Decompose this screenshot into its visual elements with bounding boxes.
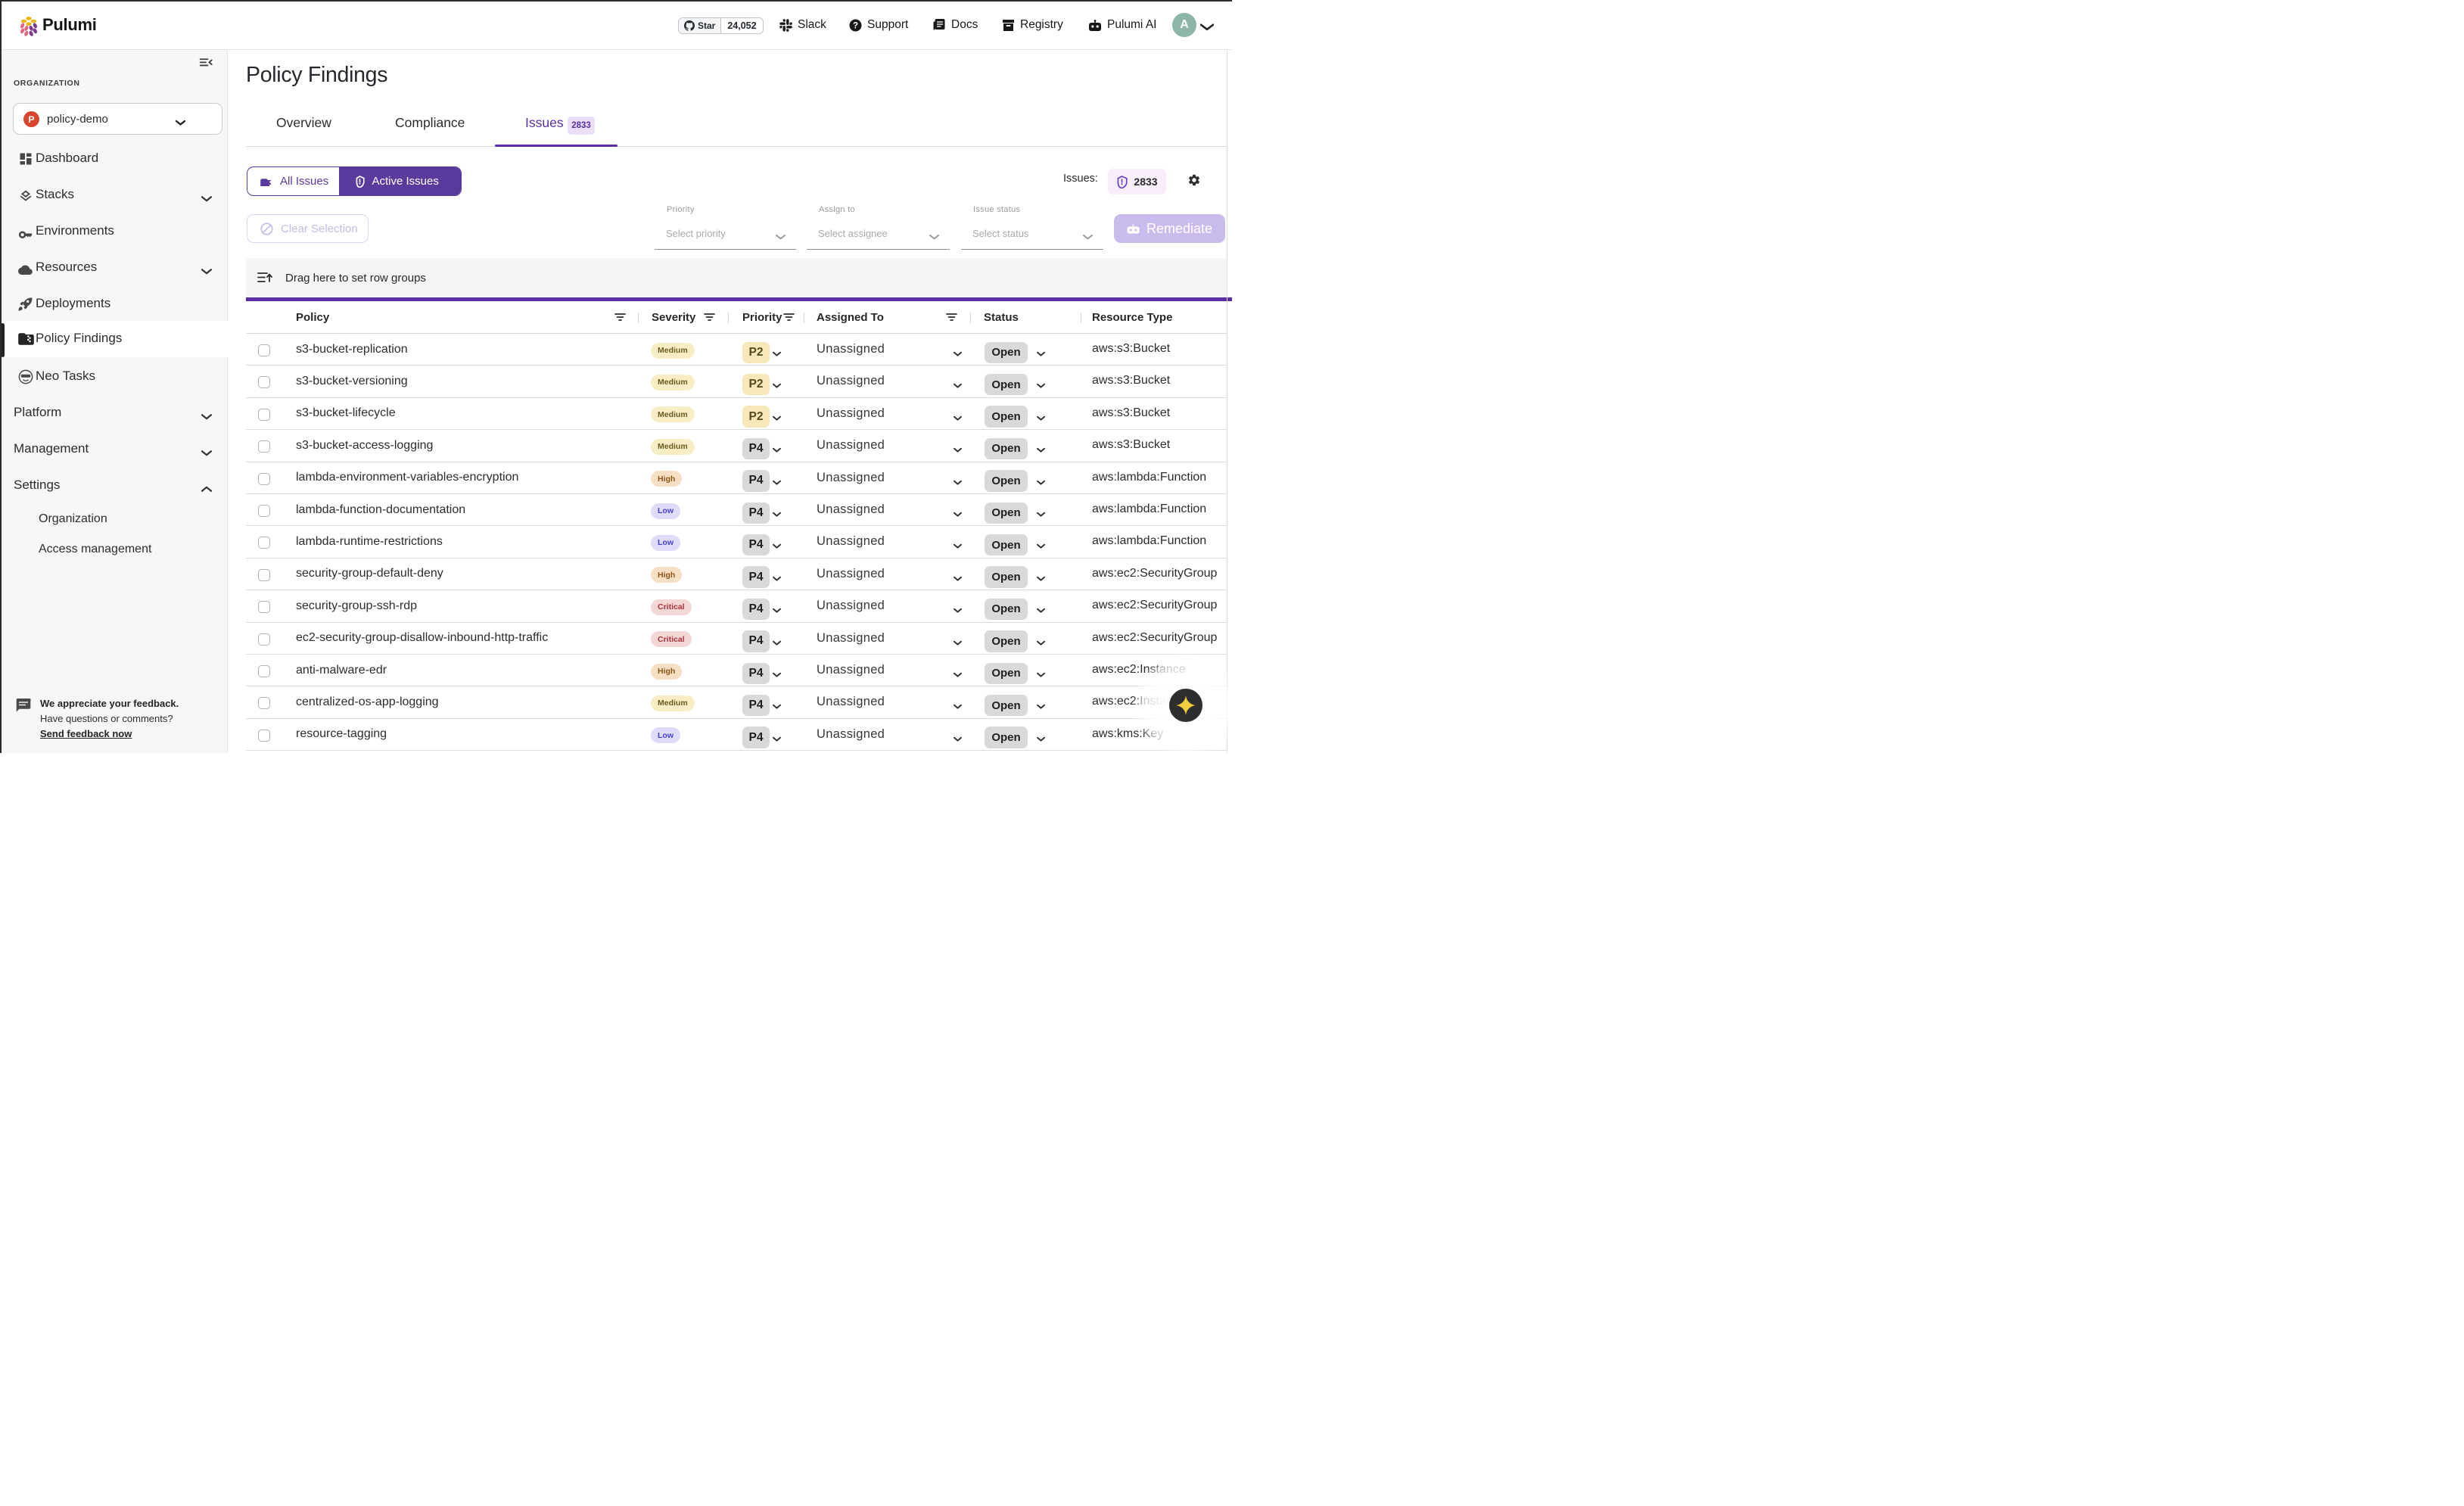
svg-text:?: ? <box>853 21 858 30</box>
